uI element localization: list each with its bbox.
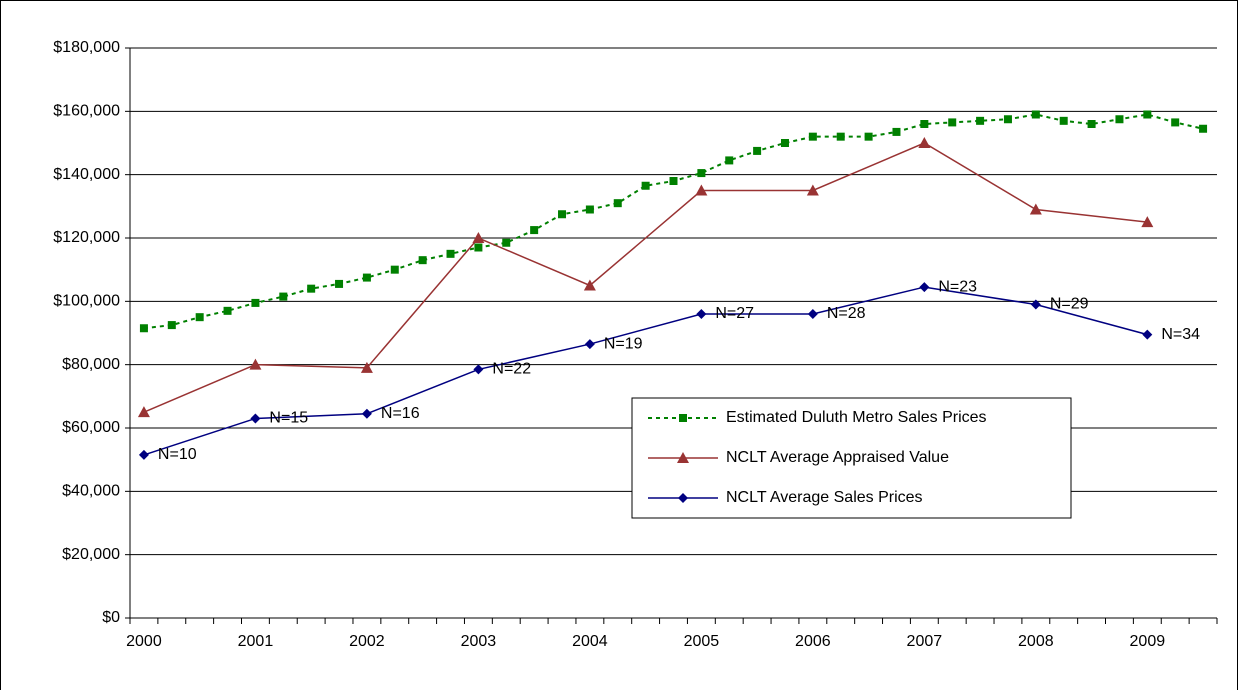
point — [1171, 118, 1180, 127]
point — [1059, 116, 1068, 125]
x-tick-label: 2004 — [572, 633, 608, 650]
y-tick-label: $60,000 — [62, 419, 120, 436]
point — [976, 116, 985, 125]
y-tick-label: $100,000 — [53, 293, 120, 310]
point — [1115, 115, 1124, 124]
series-line — [143, 286, 1148, 456]
point — [918, 137, 931, 148]
legend-label: NCLT Average Sales Prices — [726, 489, 923, 506]
y-tick-label: $180,000 — [53, 39, 120, 56]
legend-label: Estimated Duluth Metro Sales Prices — [726, 409, 987, 426]
series-line — [143, 142, 1148, 413]
point — [250, 413, 261, 424]
point — [558, 210, 567, 219]
point-label: N=29 — [1050, 296, 1089, 313]
point — [1141, 216, 1154, 228]
point — [279, 292, 288, 301]
point — [137, 406, 150, 418]
x-tick-label: 2001 — [238, 633, 274, 650]
point-label: N=28 — [827, 305, 866, 322]
point — [585, 205, 594, 214]
point — [1087, 120, 1096, 128]
point — [474, 243, 483, 252]
point — [530, 226, 539, 235]
point — [697, 169, 706, 178]
point — [362, 273, 371, 282]
point — [1030, 299, 1041, 310]
point — [864, 132, 873, 141]
point — [139, 324, 148, 333]
point — [696, 309, 707, 319]
point — [418, 256, 427, 265]
point-label: N=34 — [1161, 326, 1200, 343]
point-label: N=16 — [381, 405, 420, 422]
legend-marker — [678, 493, 688, 503]
legend-label: NCLT Average Appraised Value — [726, 449, 949, 466]
y-tick-label: $0 — [102, 609, 120, 626]
legend-marker — [679, 414, 687, 422]
point — [613, 199, 622, 208]
point — [948, 118, 957, 127]
point — [307, 284, 316, 293]
point — [249, 358, 262, 370]
point — [892, 127, 901, 136]
x-tick-label: 2000 — [126, 633, 162, 650]
point — [780, 139, 789, 147]
point — [473, 364, 484, 375]
point — [1199, 124, 1208, 133]
point — [1142, 329, 1153, 340]
y-tick-label: $80,000 — [62, 356, 120, 373]
point — [695, 184, 708, 196]
point-label: N=23 — [938, 278, 977, 295]
point — [806, 184, 819, 196]
point — [641, 181, 650, 190]
y-tick-label: $140,000 — [53, 166, 120, 183]
point-label: N=22 — [492, 361, 531, 378]
point — [807, 309, 818, 319]
x-tick-label: 2008 — [1018, 633, 1054, 650]
point — [669, 177, 678, 185]
point — [502, 238, 511, 247]
point — [1029, 203, 1042, 215]
point — [138, 449, 149, 460]
point — [753, 146, 762, 155]
y-tick-label: $20,000 — [62, 546, 120, 563]
point — [584, 339, 595, 350]
legend-marker — [677, 452, 689, 463]
point — [195, 313, 204, 322]
point — [167, 321, 176, 330]
point — [583, 279, 596, 291]
point-label: N=10 — [158, 446, 197, 463]
y-tick-label: $120,000 — [53, 229, 120, 246]
point-label: N=27 — [715, 305, 754, 322]
x-tick-label: 2002 — [349, 633, 385, 650]
x-tick-label: 2005 — [684, 633, 720, 650]
y-tick-label: $160,000 — [53, 103, 120, 120]
point — [360, 361, 373, 373]
point — [390, 265, 399, 274]
x-tick-label: 2007 — [907, 633, 943, 650]
point — [836, 132, 845, 141]
x-tick-label: 2006 — [795, 633, 831, 650]
point-label: N=19 — [604, 335, 643, 352]
point — [251, 298, 260, 307]
point — [223, 306, 232, 315]
point-label: N=15 — [269, 410, 308, 427]
point — [725, 156, 734, 165]
point — [1143, 110, 1152, 119]
point — [919, 282, 930, 293]
point — [808, 132, 817, 141]
point — [335, 279, 344, 288]
y-tick-label: $40,000 — [62, 483, 120, 500]
point — [361, 408, 372, 419]
x-tick-label: 2003 — [461, 633, 497, 650]
point — [920, 120, 929, 128]
point — [1031, 110, 1040, 119]
x-tick-label: 2009 — [1130, 633, 1166, 650]
point — [446, 249, 455, 258]
point — [1003, 115, 1012, 124]
point — [472, 232, 485, 243]
